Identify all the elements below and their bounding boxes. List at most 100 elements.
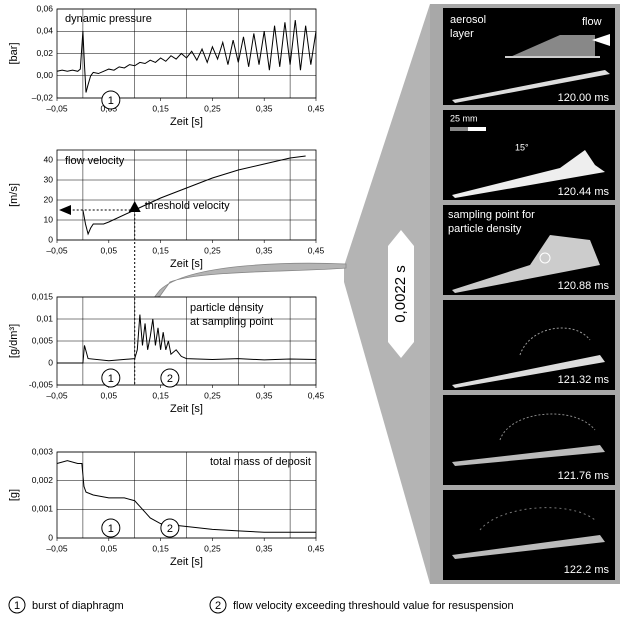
y-tick-label: 20 [44,194,54,204]
y-tick-label: 0,06 [36,3,53,13]
x-tick-label: –0,05 [46,543,68,553]
img-time: 120.44 ms [558,186,610,198]
interval-label: 0,0022 s [392,265,409,323]
photo: 122.2 ms [443,490,615,580]
x-tick-label: 0,25 [204,103,221,113]
y-tick-label: 10 [44,214,54,224]
photo: 121.76 ms [443,395,615,485]
img-time: 121.76 ms [558,470,610,482]
line-series [57,314,317,364]
img-label: sampling point for [448,209,535,221]
img-label: layer [450,28,474,40]
x-tick-label: 0,05 [101,390,118,400]
flow-arrow [592,34,610,46]
y-axis-label: [m/s] [8,183,20,207]
y-tick-label: 0 [48,357,53,367]
event-num: 1 [108,523,114,535]
photo-frame [443,395,615,485]
note-num: 1 [14,600,20,612]
img-label: flow [582,16,602,28]
photo: sampling point for particle density 120.… [443,205,615,295]
cloud [519,327,591,356]
img-time: 122.2 ms [564,564,610,576]
streak [452,355,605,388]
chart-subtitle: at sampling point [190,316,273,328]
x-tick-label: 0,35 [256,245,273,255]
interval-arrow [388,230,414,358]
y-tick-label: 0,00 [36,70,53,80]
cloud [499,413,596,441]
chart-title: particle density [190,302,264,314]
x-tick-label: 0,45 [308,245,325,255]
x-tick-label: 0,05 [101,543,118,553]
streak [452,70,610,103]
zoom-wedge [344,4,430,584]
x-tick-label: 0,45 [308,543,325,553]
scale-bar [468,127,486,131]
photo: 121.32 ms [443,300,615,390]
x-tick-label: 0,25 [204,245,221,255]
threshold-arrow [59,205,71,215]
x-axis-label: Zeit [s] [170,258,203,270]
x-tick-label: 0,45 [308,390,325,400]
y-tick-label: 0,005 [32,335,54,345]
img-label: aerosol [450,14,486,26]
y-tick-label: 0,02 [36,48,53,58]
line-series [56,20,317,93]
chart-title: total mass of deposit [210,456,311,468]
y-tick-label: 0,003 [32,446,54,456]
x-tick-label: 0,25 [204,390,221,400]
x-axis-label: Zeit [s] [170,116,203,128]
line-series [82,155,306,236]
note-circle [209,596,227,614]
note-num: 2 [215,600,221,612]
y-tick-label: 30 [44,174,54,184]
y-tick-label: 0,04 [36,26,53,36]
cloud [479,507,596,531]
y-axis-label: [g/dm³] [8,324,20,358]
x-tick-label: –0,05 [46,390,68,400]
chart-title: dynamic pressure [65,13,152,25]
x-tick-label: 0,35 [256,103,273,113]
scale-bar [450,127,468,131]
diagram [510,35,595,57]
img-label: 15° [515,142,529,152]
photo-frame [443,490,615,580]
y-tick-label: -0,005 [29,379,53,389]
note-text: flow velocity exceeding threshould value… [233,600,514,612]
threshold-marker [128,201,141,212]
note-circle [8,596,26,614]
chart-title: flow velocity [65,155,125,167]
event-circle [160,368,180,388]
event-circle [160,518,180,538]
img-label: particle density [448,223,522,235]
y-tick-label: 0 [48,234,53,244]
y-tick-label: 40 [44,154,54,164]
x-tick-label: 0,15 [152,390,169,400]
line-series [56,460,316,533]
img-time: 120.00 ms [558,92,610,104]
y-tick-label: 0 [48,532,53,542]
x-tick-label: 0,25 [204,543,221,553]
x-axis-label: Zeit [s] [170,403,203,415]
event-circle [101,368,121,388]
x-tick-label: –0,05 [46,245,68,255]
y-axis-label: [bar] [8,42,20,64]
img-label: 25 mm [450,113,478,123]
x-tick-label: 0,15 [152,543,169,553]
photo: 25 mm 15° 120.44 ms [443,110,615,200]
event-num: 2 [167,523,173,535]
event-circle [101,90,121,110]
note-text: burst of diaphragm [32,600,124,612]
x-tick-label: 0,35 [256,543,273,553]
streak [452,535,605,559]
y-tick-label: 0,002 [32,475,54,485]
threshold-label: threshold velocity [145,200,230,212]
y-tick-label: –0,02 [32,92,54,102]
photo: aerosol layer flow 120.00 ms [443,8,615,105]
y-tick-label: 0,015 [32,291,54,301]
sampling-point [539,252,551,264]
x-tick-label: 0,15 [152,245,169,255]
event-num: 1 [108,373,114,385]
